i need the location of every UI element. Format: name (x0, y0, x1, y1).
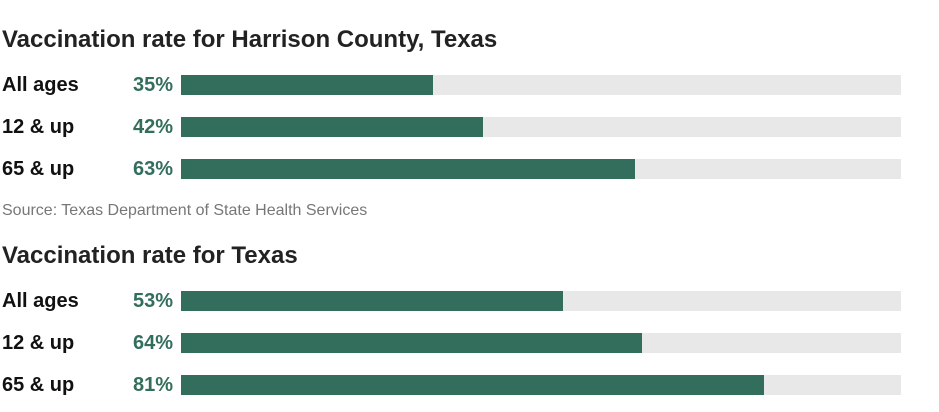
bar-track (181, 333, 901, 353)
bar (181, 75, 433, 95)
bar (181, 333, 642, 353)
value-label: 63% (132, 158, 173, 180)
bar-row-65-and-up: 65 & up 81% (0, 370, 939, 400)
bar-track (181, 117, 901, 137)
bar-row-12-and-up: 12 & up 64% (0, 328, 939, 358)
bar-track (181, 375, 901, 395)
value-label: 53% (132, 290, 173, 312)
bar (181, 291, 563, 311)
source-note: Source: Texas Department of State Health… (2, 202, 368, 219)
bar-track (181, 291, 901, 311)
category-label: 12 & up (2, 332, 75, 354)
bar (181, 375, 765, 395)
bar-row-65-and-up: 65 & up 63% (0, 154, 939, 184)
category-label: All ages (2, 290, 79, 312)
category-label: All ages (2, 74, 79, 96)
bar-track (181, 75, 901, 95)
bar (181, 159, 635, 179)
bar-row-all-ages: All ages 35% (0, 70, 939, 100)
category-label: 65 & up (2, 374, 75, 396)
value-label: 42% (132, 116, 173, 138)
category-label: 12 & up (2, 116, 75, 138)
chart-title: Vaccination rate for Texas (2, 242, 298, 269)
bar-track (181, 159, 901, 179)
bar (181, 117, 484, 137)
value-label: 64% (132, 332, 173, 354)
value-label: 35% (132, 74, 173, 96)
value-label: 81% (132, 374, 173, 396)
chart-title: Vaccination rate for Harrison County, Te… (2, 26, 498, 53)
category-label: 65 & up (2, 158, 75, 180)
bar-row-all-ages: All ages 53% (0, 286, 939, 316)
bar-row-12-and-up: 12 & up 42% (0, 112, 939, 142)
